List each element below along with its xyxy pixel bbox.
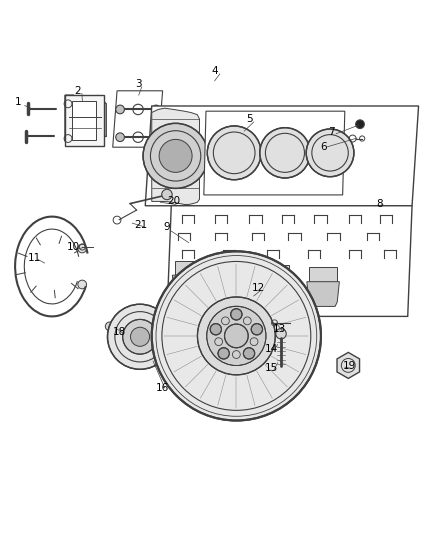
Circle shape [152, 252, 321, 421]
Bar [261, 265, 290, 279]
Circle shape [131, 327, 150, 346]
Text: 15: 15 [265, 364, 278, 374]
Circle shape [159, 140, 192, 172]
Circle shape [116, 133, 124, 142]
Bar [214, 263, 242, 277]
Circle shape [105, 322, 114, 330]
Polygon shape [152, 108, 199, 205]
Circle shape [260, 128, 310, 178]
Bar [72, 101, 96, 140]
Circle shape [162, 189, 172, 200]
Circle shape [356, 120, 364, 128]
Circle shape [231, 309, 242, 320]
Text: 5: 5 [246, 114, 253, 124]
Circle shape [210, 324, 222, 335]
Circle shape [207, 306, 266, 366]
Text: 13: 13 [273, 325, 286, 334]
Circle shape [123, 319, 157, 354]
Polygon shape [65, 95, 106, 145]
Polygon shape [145, 106, 419, 206]
Circle shape [116, 105, 124, 114]
Circle shape [78, 280, 87, 289]
Circle shape [78, 244, 87, 253]
Text: 2: 2 [75, 86, 81, 96]
Text: 20: 20 [167, 197, 180, 206]
Circle shape [143, 123, 208, 188]
Text: 12: 12 [251, 283, 265, 293]
Circle shape [107, 304, 173, 369]
Circle shape [218, 348, 230, 359]
Circle shape [276, 328, 286, 339]
Text: 11: 11 [28, 253, 41, 263]
Polygon shape [167, 206, 412, 317]
Circle shape [306, 129, 354, 177]
Text: 1: 1 [15, 96, 22, 107]
Text: 9: 9 [164, 222, 170, 232]
Circle shape [152, 133, 160, 142]
Circle shape [152, 105, 160, 114]
Circle shape [251, 324, 262, 335]
Polygon shape [337, 352, 360, 378]
Circle shape [225, 324, 248, 348]
Text: 3: 3 [135, 79, 142, 90]
Circle shape [207, 126, 261, 180]
Text: 7: 7 [328, 127, 335, 137]
Polygon shape [173, 275, 205, 300]
Text: 19: 19 [343, 361, 356, 372]
Text: 6: 6 [320, 142, 326, 152]
Polygon shape [259, 279, 292, 304]
Text: 4: 4 [212, 66, 218, 76]
Text: 21: 21 [134, 220, 148, 230]
Bar [309, 267, 337, 281]
Text: 14: 14 [265, 344, 278, 354]
Circle shape [244, 348, 254, 359]
Circle shape [198, 297, 275, 375]
Text: 18: 18 [113, 327, 126, 336]
Text: 10: 10 [67, 242, 80, 252]
Bar [65, 95, 104, 146]
Text: 8: 8 [376, 199, 383, 208]
Polygon shape [212, 277, 244, 302]
Text: 16: 16 [156, 383, 169, 393]
Bar [174, 261, 203, 275]
Polygon shape [204, 111, 345, 195]
Polygon shape [113, 91, 162, 147]
Polygon shape [307, 281, 339, 306]
